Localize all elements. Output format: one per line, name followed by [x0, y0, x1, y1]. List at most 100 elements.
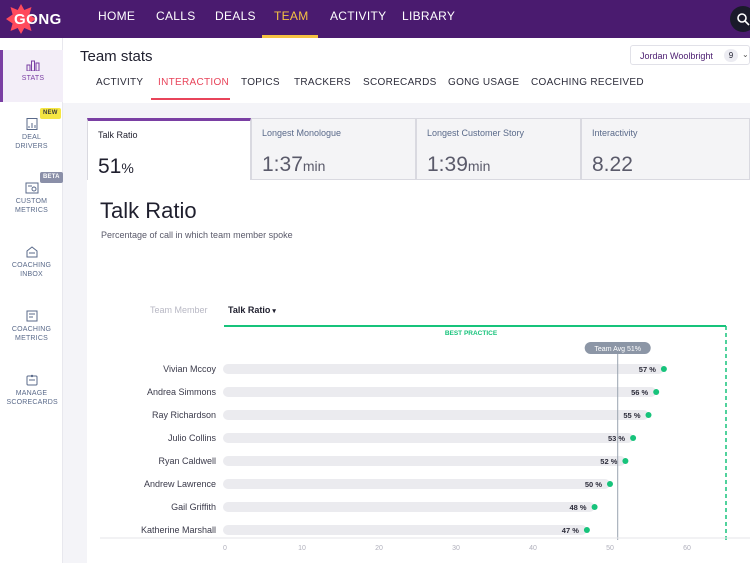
sidebar-item-label: MANAGE SCORECARDS [6, 390, 58, 406]
x-tick-label: 20 [375, 545, 383, 552]
sidebar-item-label: STATS [21, 75, 45, 82]
bar-chart-icon [26, 60, 40, 71]
gong-logo[interactable]: GONG [6, 4, 61, 34]
bar-value-dot [645, 412, 652, 418]
metric-card-talk-ratio[interactable]: Talk Ratio 51% [87, 118, 251, 180]
sidebar-item-stats[interactable]: STATS [0, 50, 63, 102]
metric-label: Longest Customer Story [427, 128, 525, 138]
bar-value-dot [630, 435, 637, 441]
column-header-talk-ratio[interactable]: Talk Ratio ▾ [228, 305, 276, 315]
metric-value: 1:39min [427, 153, 491, 176]
sidebar-item-label: COACHING INBOX [11, 262, 52, 278]
bar [223, 479, 610, 489]
bar-category-label: Katherine Marshall [141, 525, 216, 535]
chart-title: Talk Ratio [100, 198, 197, 223]
bar-category-label: Gail Griffith [171, 502, 216, 512]
nav-calls[interactable]: CALLS [156, 9, 196, 23]
nav-team[interactable]: TEAM [274, 9, 309, 23]
search-button[interactable] [730, 6, 750, 32]
sidebar-item-custom-metrics[interactable]: BETA CUSTOM METRICS [0, 172, 63, 222]
metric-value: 1:37min [262, 153, 326, 176]
team-count-badge: 9 [724, 49, 738, 62]
inbox-icon [26, 246, 37, 258]
bar-category-label: Julio Collins [168, 433, 217, 443]
sidebar-item-deal-drivers[interactable]: NEW DEAL DRIVERS [0, 108, 63, 158]
best-practice-label: BEST PRACTICE [445, 330, 498, 337]
tab-active-underline [151, 98, 230, 100]
bar-value-label: 52 % [600, 457, 617, 466]
search-icon [737, 13, 750, 26]
tab-interaction[interactable]: INTERACTION [158, 77, 230, 88]
chevron-down-icon: ⌄ [742, 50, 749, 59]
document-chart-icon [26, 118, 37, 130]
sidebar-item-label: COACHING METRICS [11, 326, 52, 342]
nav-active-underline [262, 35, 318, 38]
sidebar-item-coaching-metrics[interactable]: COACHING METRICS [0, 310, 63, 350]
bar [223, 502, 595, 512]
bar-category-label: Ray Richardson [152, 410, 216, 420]
metric-card-longest-monologue[interactable]: Longest Monologue 1:37min [251, 118, 416, 180]
bar [223, 525, 587, 535]
metric-label: Interactivity [592, 128, 638, 138]
sidebar: STATS NEW DEAL DRIVERS BETA CUSTOM METRI… [0, 38, 63, 563]
x-tick-label: 0 [223, 545, 227, 552]
scorecard-icon [26, 374, 37, 386]
bar [223, 410, 649, 420]
metric-value: 51% [98, 155, 134, 178]
bar [223, 456, 626, 466]
bar-value-label: 48 % [569, 503, 586, 512]
bar-value-label: 55 % [623, 411, 640, 420]
metric-value: 8.22 [592, 153, 633, 176]
nav-library[interactable]: LIBRARY [402, 9, 456, 23]
tab-coaching-received[interactable]: COACHING RECEIVED [531, 77, 644, 88]
bar-value-dot [660, 366, 667, 372]
bar-value-dot [583, 527, 590, 533]
coaching-metrics-icon [26, 310, 37, 322]
user-name: Jordan Woolbright [640, 51, 713, 61]
sidebar-item-coaching-inbox[interactable]: COACHING INBOX [0, 246, 63, 286]
custom-metrics-icon [25, 182, 38, 194]
x-tick-label: 10 [298, 545, 306, 552]
metric-label: Longest Monologue [262, 128, 342, 138]
tab-activity[interactable]: ACTIVITY [96, 77, 144, 88]
page-title: Team stats [80, 48, 153, 65]
column-header-team-member[interactable]: Team Member [150, 305, 208, 315]
bar-value-dot [622, 458, 629, 464]
x-tick-label: 50 [606, 545, 614, 552]
sidebar-item-manage-scorecards[interactable]: MANAGE SCORECARDS [0, 374, 63, 414]
logo-text: GONG [14, 11, 62, 28]
tab-topics[interactable]: TOPICS [241, 77, 280, 88]
tab-scorecards[interactable]: SCORECARDS [363, 77, 437, 88]
metric-card-longest-customer-story[interactable]: Longest Customer Story 1:39min [416, 118, 581, 180]
bar-value-label: 57 % [639, 365, 656, 374]
bar [223, 387, 657, 397]
nav-home[interactable]: HOME [98, 9, 136, 23]
sidebar-item-label: CUSTOM METRICS [15, 198, 48, 214]
new-badge: NEW [40, 108, 61, 119]
bar [223, 364, 664, 374]
tab-gong-usage[interactable]: GONG USAGE [448, 77, 520, 88]
metric-label: Talk Ratio [98, 130, 138, 140]
metric-card-interactivity[interactable]: Interactivity 8.22 [581, 118, 750, 180]
bar-value-dot [591, 504, 598, 510]
bar-category-label: Ryan Caldwell [158, 456, 216, 466]
bar-category-label: Andrea Simmons [147, 387, 217, 397]
bar-category-label: Andrew Lawrence [144, 479, 216, 489]
nav-deals[interactable]: DEALS [215, 9, 256, 23]
tab-trackers[interactable]: TRACKERS [294, 77, 351, 88]
bar-value-label: 47 % [562, 526, 579, 535]
team-avg-label: Team Avg 51% [594, 346, 641, 353]
beta-badge: BETA [40, 172, 63, 183]
bar-value-label: 50 % [585, 480, 602, 489]
nav-activity[interactable]: ACTIVITY [330, 9, 387, 23]
x-tick-label: 30 [452, 545, 460, 552]
bar-value-dot [607, 481, 613, 487]
x-tick-label: 40 [529, 545, 537, 552]
sidebar-item-label: DEAL DRIVERS [15, 134, 48, 150]
team-avg-pill [584, 342, 651, 354]
bar-value-label: 56 % [631, 388, 648, 397]
bar [223, 433, 634, 443]
chart-subtitle: Percentage of call in which team member … [101, 230, 293, 240]
sort-desc-icon: ▾ [272, 308, 276, 315]
